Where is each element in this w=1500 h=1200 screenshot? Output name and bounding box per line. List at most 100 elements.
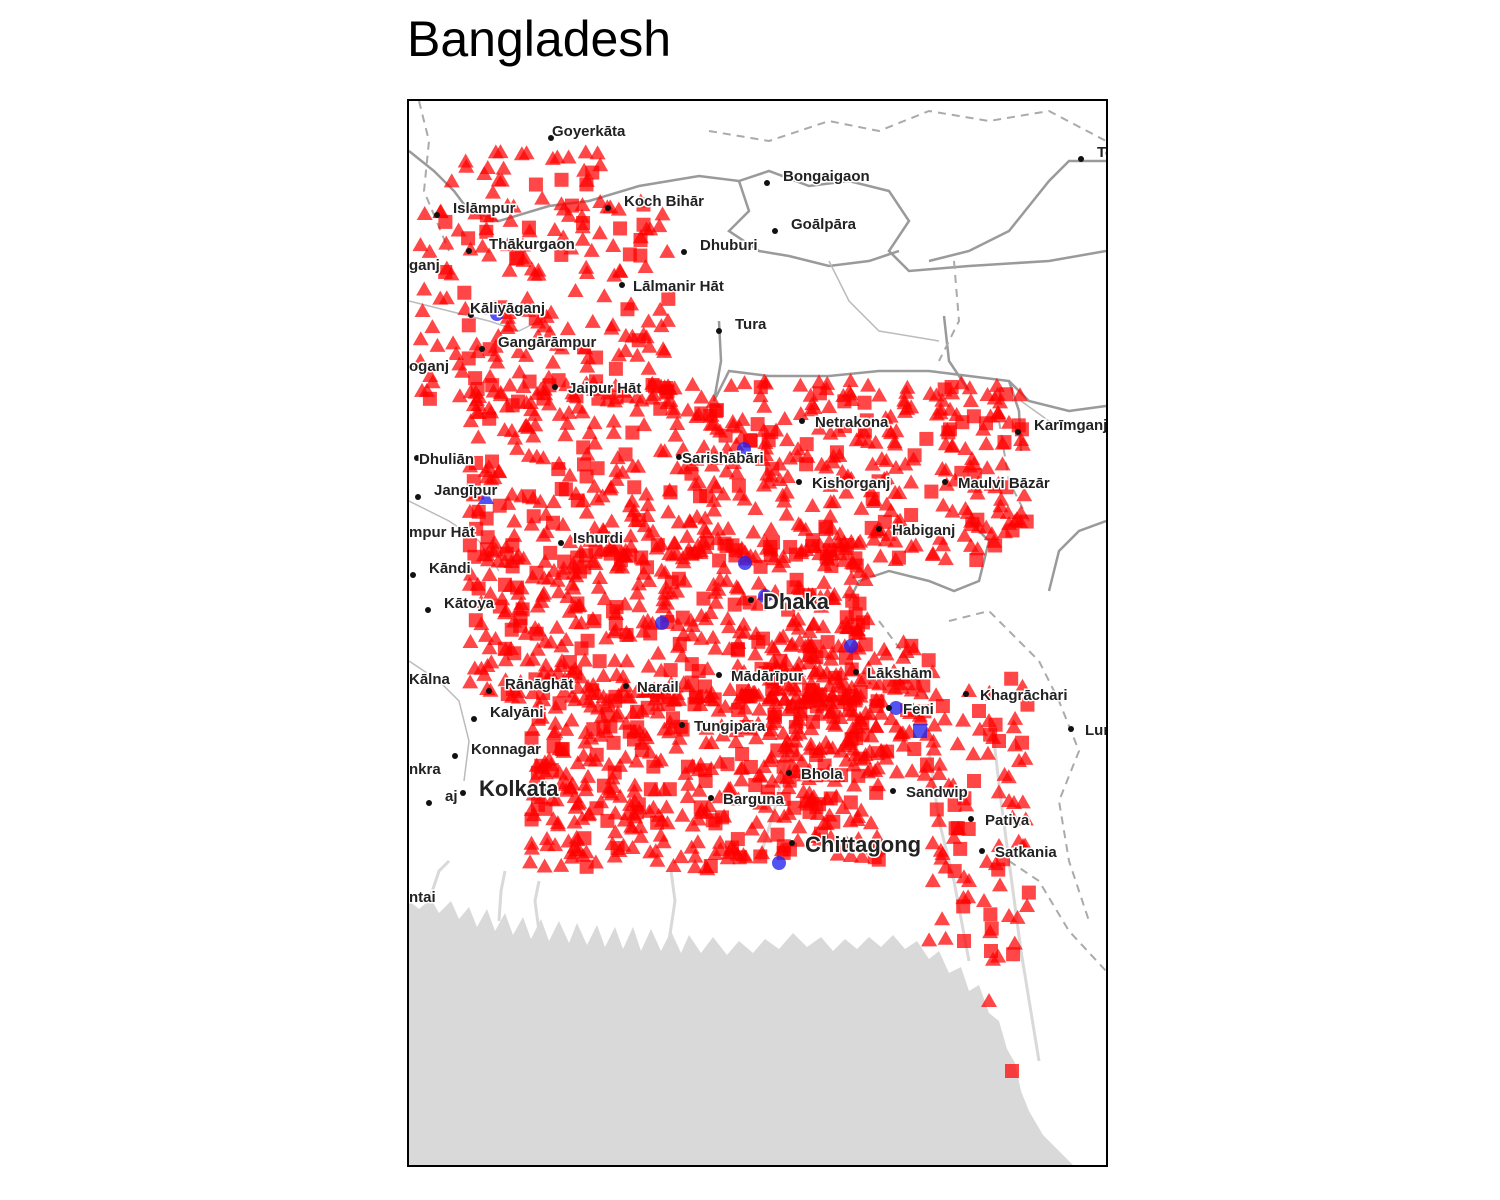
- marker-triangle[interactable]: [945, 829, 962, 844]
- marker-triangle[interactable]: [626, 783, 643, 798]
- marker-triangle[interactable]: [617, 749, 634, 764]
- marker-triangle[interactable]: [578, 259, 595, 274]
- marker-triangle[interactable]: [978, 436, 995, 451]
- marker-square[interactable]: [625, 425, 640, 440]
- marker-triangle[interactable]: [582, 532, 599, 547]
- marker-triangle[interactable]: [520, 447, 537, 462]
- marker-square[interactable]: [485, 454, 500, 469]
- marker-square[interactable]: [857, 395, 872, 410]
- marker-square[interactable]: [818, 519, 833, 534]
- marker-square[interactable]: [859, 413, 874, 428]
- marker-triangle[interactable]: [722, 681, 739, 696]
- marker-triangle[interactable]: [448, 345, 465, 360]
- marker-triangle[interactable]: [500, 495, 517, 510]
- marker-triangle[interactable]: [842, 373, 859, 388]
- marker-square[interactable]: [574, 641, 589, 656]
- marker-triangle[interactable]: [886, 434, 903, 449]
- marker-triangle[interactable]: [758, 440, 775, 455]
- marker-triangle[interactable]: [838, 615, 855, 630]
- marker-square[interactable]: [858, 637, 873, 652]
- marker-triangle[interactable]: [596, 288, 613, 303]
- marker-triangle[interactable]: [783, 637, 800, 652]
- marker-triangle[interactable]: [503, 554, 520, 569]
- marker-triangle[interactable]: [757, 375, 774, 390]
- marker-triangle[interactable]: [656, 379, 673, 394]
- marker-triangle[interactable]: [730, 791, 747, 806]
- marker-triangle[interactable]: [589, 145, 606, 160]
- marker-triangle[interactable]: [727, 734, 744, 749]
- marker-triangle[interactable]: [487, 630, 504, 645]
- marker-triangle[interactable]: [715, 486, 732, 501]
- marker-square[interactable]: [739, 719, 754, 734]
- marker-triangle[interactable]: [885, 663, 902, 678]
- marker-triangle[interactable]: [560, 149, 577, 164]
- marker-triangle[interactable]: [632, 828, 649, 843]
- marker-square[interactable]: [842, 697, 857, 712]
- marker-square[interactable]: [957, 791, 972, 806]
- marker-triangle[interactable]: [830, 674, 847, 689]
- marker-triangle[interactable]: [1016, 487, 1033, 502]
- marker-triangle[interactable]: [937, 436, 954, 451]
- marker-triangle[interactable]: [617, 596, 634, 611]
- marker-square[interactable]: [558, 482, 573, 497]
- marker-triangle[interactable]: [748, 730, 765, 745]
- marker-triangle[interactable]: [653, 318, 670, 333]
- place-jang-pur[interactable]: Jangīpur: [415, 481, 499, 501]
- marker-triangle[interactable]: [550, 584, 567, 599]
- marker-triangle[interactable]: [559, 415, 576, 430]
- marker-triangle[interactable]: [756, 828, 773, 843]
- marker-triangle[interactable]: [979, 460, 996, 475]
- marker-square[interactable]: [735, 747, 750, 762]
- marker-triangle[interactable]: [717, 698, 734, 713]
- marker-triangle[interactable]: [638, 221, 655, 236]
- marker-circle[interactable]: [844, 639, 858, 653]
- marker-triangle[interactable]: [581, 425, 598, 440]
- marker-triangle[interactable]: [823, 703, 840, 718]
- marker-triangle[interactable]: [641, 573, 658, 588]
- marker-triangle[interactable]: [530, 696, 547, 711]
- marker-triangle[interactable]: [513, 596, 530, 611]
- marker-triangle[interactable]: [605, 413, 622, 428]
- marker-square[interactable]: [783, 540, 798, 555]
- marker-triangle[interactable]: [414, 302, 431, 317]
- marker-triangle[interactable]: [937, 551, 954, 566]
- marker-triangle[interactable]: [763, 665, 780, 680]
- marker-triangle[interactable]: [603, 786, 620, 801]
- marker-triangle[interactable]: [983, 476, 1000, 491]
- marker-square[interactable]: [813, 826, 828, 841]
- marker-square[interactable]: [438, 264, 453, 279]
- marker-square[interactable]: [666, 711, 681, 726]
- marker-triangle[interactable]: [818, 791, 835, 806]
- marker-triangle[interactable]: [1017, 811, 1034, 826]
- marker-triangle[interactable]: [652, 827, 669, 842]
- marker-triangle[interactable]: [710, 702, 727, 717]
- marker-triangle[interactable]: [931, 756, 948, 771]
- marker-triangle[interactable]: [765, 705, 782, 720]
- marker-triangle[interactable]: [747, 500, 764, 515]
- marker-triangle[interactable]: [791, 819, 808, 834]
- marker-triangle[interactable]: [903, 538, 920, 553]
- marker-triangle[interactable]: [594, 488, 611, 503]
- marker-triangle[interactable]: [675, 554, 692, 569]
- marker-triangle[interactable]: [872, 548, 889, 563]
- marker-triangle[interactable]: [664, 547, 681, 562]
- marker-triangle[interactable]: [961, 380, 978, 395]
- marker-square[interactable]: [645, 377, 660, 392]
- marker-triangle[interactable]: [957, 500, 974, 515]
- place-sandwip[interactable]: Sandwip: [890, 783, 969, 803]
- marker-triangle[interactable]: [657, 579, 674, 594]
- marker-triangle[interactable]: [659, 243, 676, 258]
- marker-triangle[interactable]: [668, 739, 685, 754]
- marker-triangle[interactable]: [832, 743, 849, 758]
- marker-triangle[interactable]: [558, 721, 575, 736]
- marker-triangle[interactable]: [622, 498, 639, 513]
- marker-triangle[interactable]: [631, 598, 648, 613]
- marker-triangle[interactable]: [992, 394, 1009, 409]
- place-te[interactable]: Te: [1078, 143, 1106, 163]
- marker-square[interactable]: [813, 687, 828, 702]
- marker-square[interactable]: [606, 735, 621, 750]
- marker-square[interactable]: [770, 827, 785, 842]
- marker-triangle[interactable]: [541, 396, 558, 411]
- marker-triangle[interactable]: [956, 527, 973, 542]
- place-l-lmanir-h-t[interactable]: Lālmanir Hāt: [619, 277, 725, 297]
